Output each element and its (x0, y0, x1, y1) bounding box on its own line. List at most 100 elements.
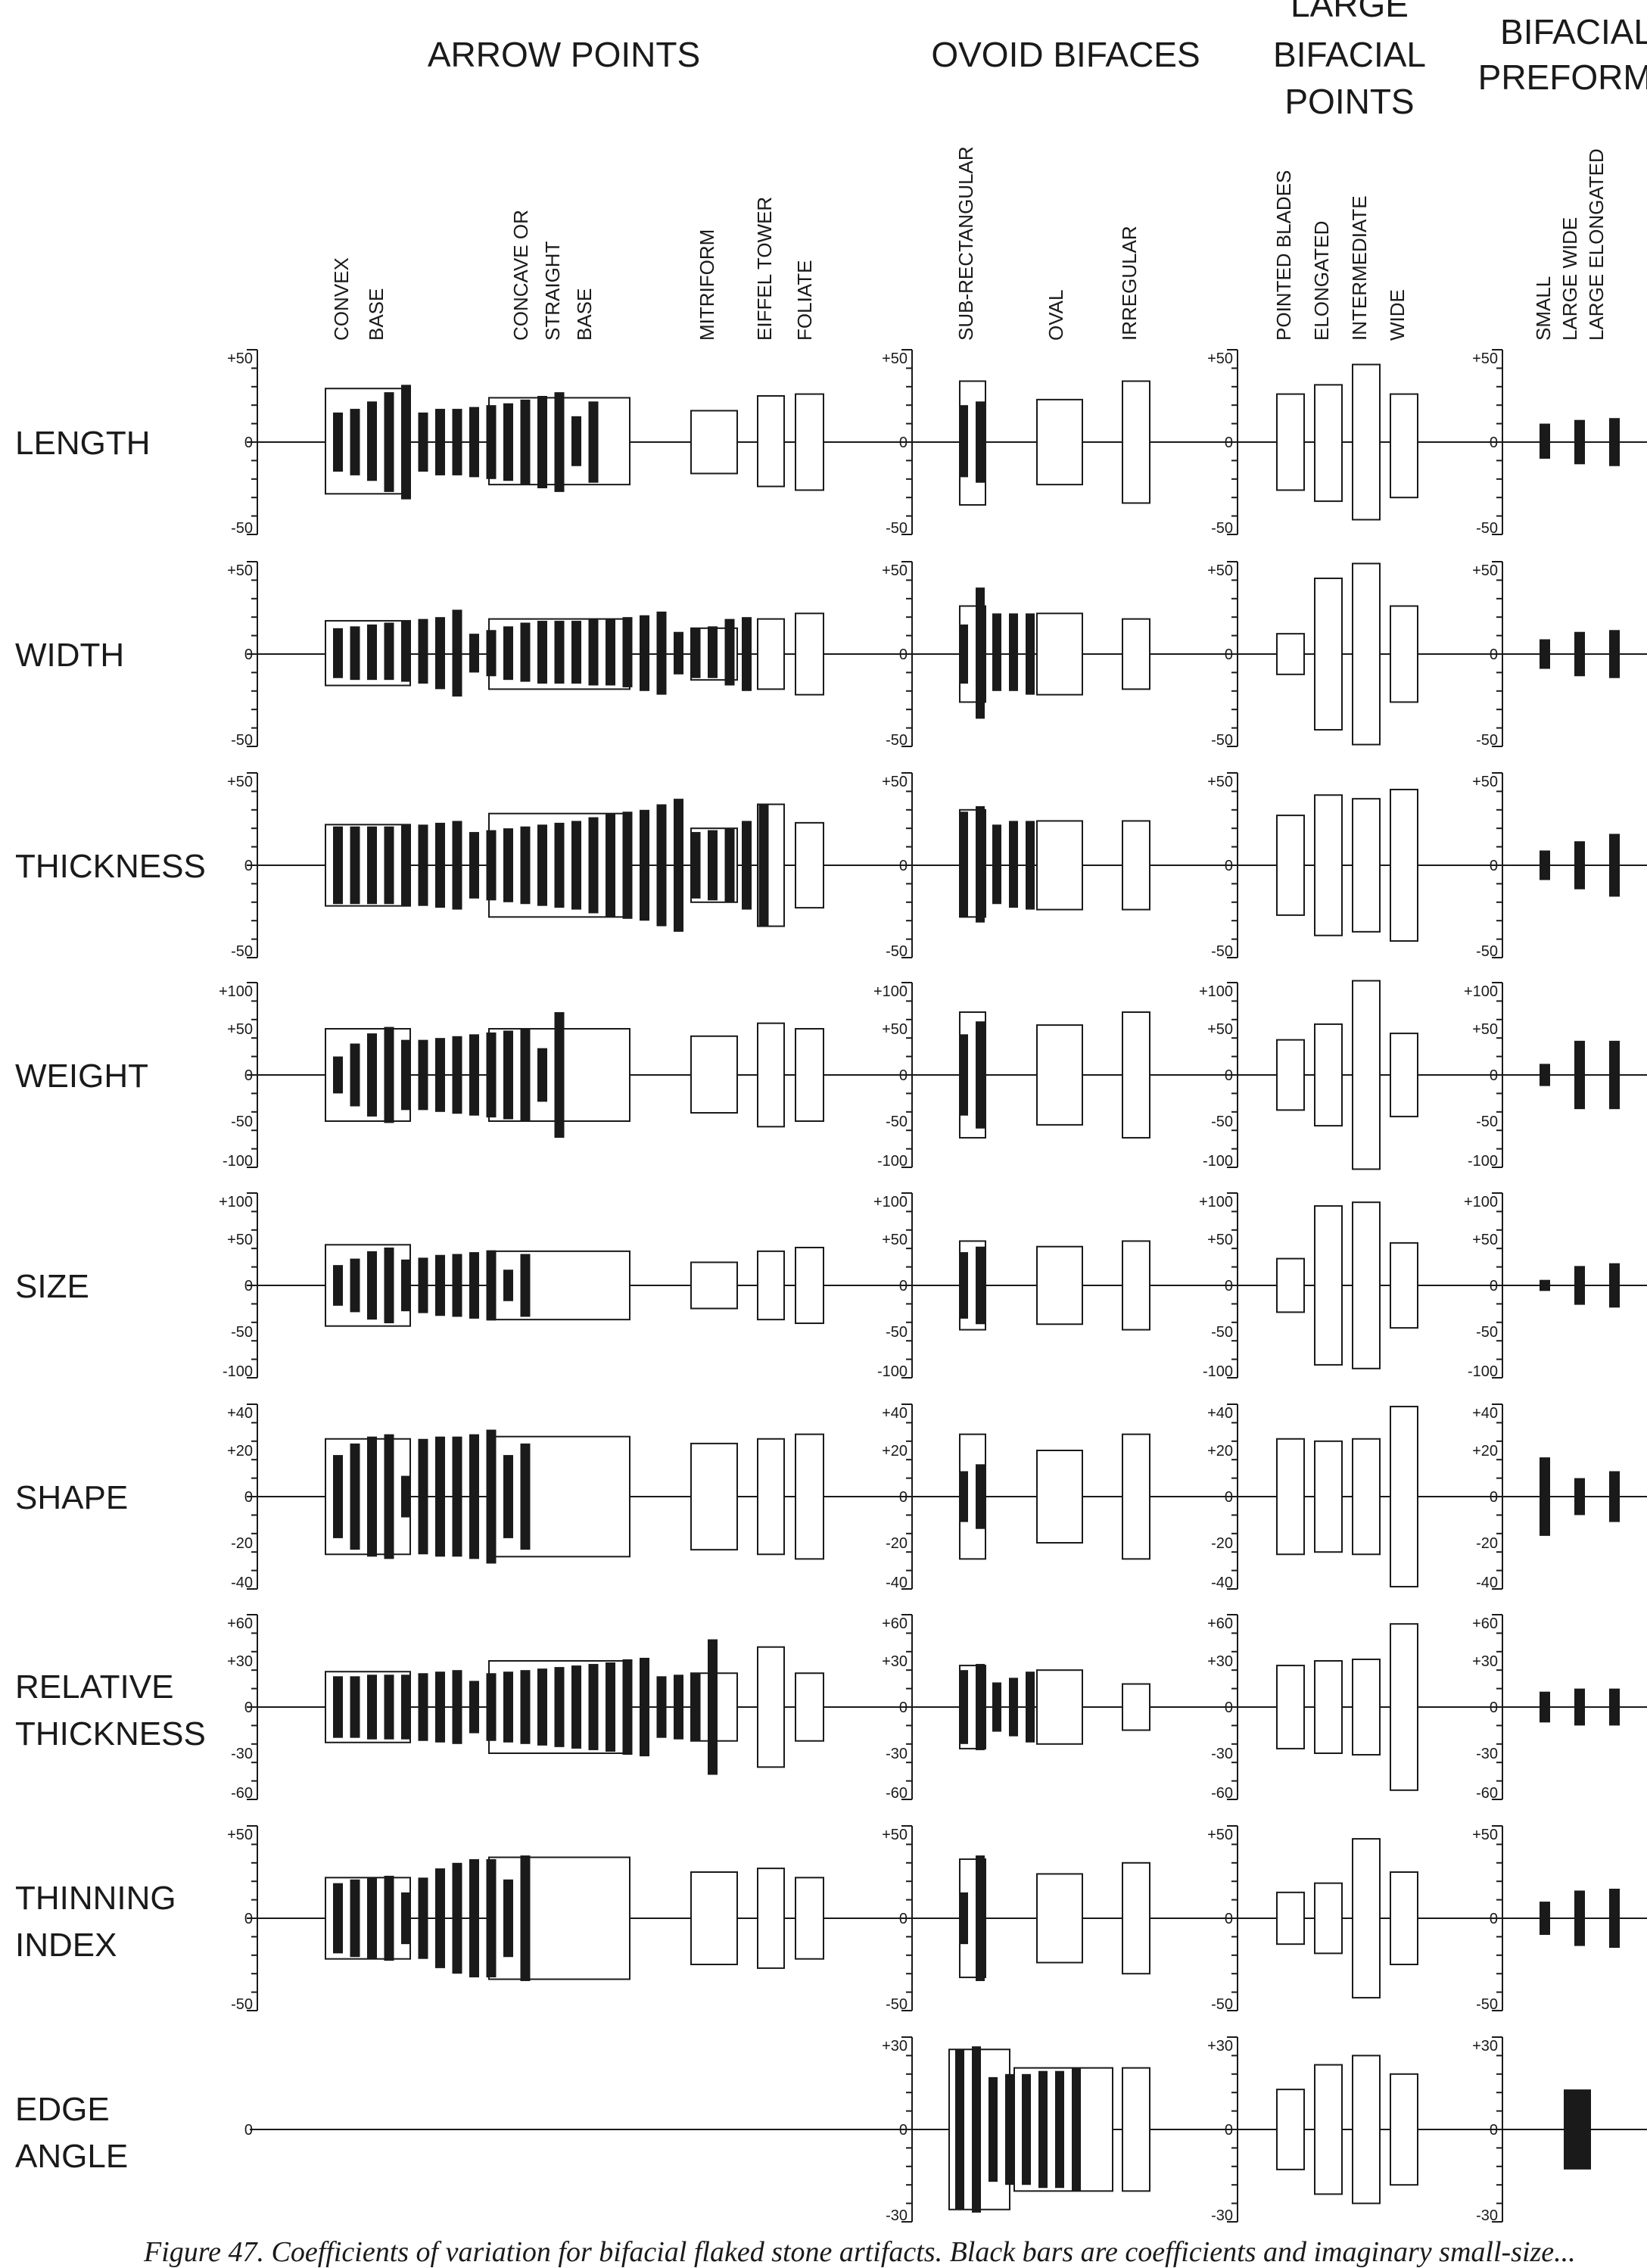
coefficient-bar-arrow (674, 1675, 683, 1740)
coefficient-bar-arrow (674, 799, 683, 932)
coefficient-bar-ovoid (1026, 1671, 1035, 1743)
coefficient-bar-arrow (537, 824, 547, 906)
range-box-arrow-mitriform (690, 1442, 738, 1551)
coefficient-bar-arrow (435, 1436, 445, 1557)
coefficient-bar-arrow (367, 1877, 377, 1959)
coefficient-bar-arrow (418, 1257, 428, 1313)
tick-label: +50 (1207, 774, 1233, 790)
tick-label: 0 (899, 1489, 908, 1506)
tick-label: +30 (882, 2038, 908, 2055)
coefficient-bar-arrow (350, 409, 360, 475)
tick-label: 0 (1225, 1699, 1233, 1716)
tick-label: -40 (886, 1575, 908, 1591)
tick-label: -100 (1203, 1363, 1233, 1380)
coefficient-bar-arrow (520, 826, 531, 905)
coefficient-bar-ovoid (959, 405, 968, 478)
coefficient-bar-arrow (452, 821, 462, 910)
tick-label: 0 (899, 1911, 908, 1927)
range-box-large-wide (1390, 393, 1418, 499)
tick-label: 0 (1225, 646, 1233, 663)
coefficient-bar-arrow (520, 1443, 531, 1550)
coefficient-bar-arrow (384, 1875, 394, 1961)
category-label-large-elongated: LARGE ELONGATED (1585, 148, 1608, 341)
range-box-large-pointed-blades (1276, 815, 1305, 916)
row-label-edge-angle-line-2: ANGLE (15, 2138, 128, 2175)
group-title-ovoid: OVOID BIFACES (931, 35, 1200, 74)
coefficient-bar-ovoid (976, 1246, 985, 1325)
coefficient-bar-preform (1609, 418, 1620, 466)
tick-label: +60 (1472, 1615, 1498, 1632)
tick-label: 0 (1490, 858, 1498, 874)
coefficient-bar-arrow (503, 1879, 513, 1958)
coefficient-bar-preform (1609, 1471, 1620, 1522)
coefficient-bar-preform (1609, 1888, 1620, 1949)
coefficient-bar-arrow (486, 1250, 497, 1321)
axis-arrow: +50 0 -50 (227, 349, 258, 537)
tick-label: -30 (1476, 1746, 1498, 1762)
coefficient-bar-preform (1574, 1890, 1585, 1946)
coefficient-bar-arrow (401, 1892, 411, 1945)
tick-label: 0 (899, 1067, 908, 1084)
coefficient-bar-preform (1574, 1266, 1585, 1305)
tick-label: +100 (1464, 983, 1498, 1000)
coefficient-bar-arrow (606, 618, 615, 686)
coefficient-bar-arrow (418, 824, 428, 906)
tick-label: -50 (231, 1324, 253, 1341)
group-title-large-line-3: POINTS (1284, 82, 1414, 121)
coefficient-bar-preform (1540, 639, 1550, 669)
tick-label: 0 (1225, 1489, 1233, 1506)
row-label-thinning-index-line-2: INDEX (15, 1927, 117, 1964)
coefficient-bar-arrow (554, 1667, 565, 1747)
range-box-large-pointed-blades (1276, 1891, 1305, 1946)
coefficient-bar-arrow (588, 618, 599, 686)
axis-preform: +50 0 -50 (1472, 1825, 1503, 2013)
row-weight: WEIGHT+100+500-50-100+100+500-50-100+100… (15, 980, 1647, 1170)
coefficient-bar-arrow (640, 809, 649, 921)
tick-label: +50 (227, 1827, 253, 1843)
coefficient-bar-arrow (486, 405, 497, 479)
row-label-relative-thickness-line-1: RELATIVE (15, 1668, 173, 1706)
tick-label: 0 (1490, 1067, 1498, 1084)
coefficient-bar-arrow (520, 399, 531, 485)
axis-ovoid: +30 0 -30 (882, 2036, 913, 2224)
coefficient-bar-arrow (588, 1664, 599, 1750)
range-box-large-wide (1390, 1241, 1418, 1329)
range-box-arrow-foliate (795, 612, 824, 696)
coefficient-bar-arrow (350, 1879, 360, 1958)
coefficient-bar-arrow (452, 409, 462, 475)
axis-large: +40 +20 0 -20 -40 (1207, 1403, 1238, 1591)
axis-large: +60 +30 0 -30 -60 (1207, 1614, 1238, 1802)
tick-label: +50 (1207, 1021, 1233, 1038)
coefficient-bar-preform (1574, 631, 1585, 677)
tick-label: +30 (882, 1653, 908, 1670)
axis-arrow: +100 +50 0 -50 -100 (219, 1192, 258, 1380)
coefficient-bar-arrow (588, 817, 599, 914)
coefficient-bar-arrow (350, 1043, 360, 1107)
range-box-ovoid-irregular (1122, 1240, 1150, 1331)
tick-label: -50 (1211, 520, 1233, 537)
tick-label: +20 (227, 1443, 253, 1460)
tick-label: +100 (219, 983, 253, 1000)
coefficient-bar-arrow (724, 828, 735, 902)
axis-preform: +60 +30 0 -30 -60 (1472, 1614, 1503, 1802)
tick-label: 0 (1225, 858, 1233, 874)
tick-label: +100 (873, 983, 908, 1000)
range-box-ovoid-irregular (1122, 1433, 1150, 1560)
axis-ovoid: +50 0 -50 (882, 561, 913, 749)
axis-ovoid: +50 0 -50 (882, 1825, 913, 2013)
category-label-oval: OVAL (1045, 290, 1067, 341)
tick-label: +30 (1207, 2038, 1233, 2055)
tick-label: 0 (1225, 435, 1233, 451)
coefficient-bar-ovoid (959, 1252, 968, 1319)
tick-label: 0 (244, 435, 253, 451)
tick-label: 0 (1225, 2122, 1233, 2139)
coefficient-bar-preform (1540, 1064, 1550, 1086)
tick-label: -50 (1476, 1324, 1498, 1341)
range-box-large-pointed-blades (1276, 1665, 1305, 1749)
tick-label: -100 (223, 1363, 253, 1380)
coefficient-bar-arrow (469, 407, 479, 478)
coefficient-bar-arrow (469, 832, 479, 899)
chart-rows: LENGTH +50 0 -50 +50 0 -50 +50 0 -50 +50 0 -50 WIDTH +… (15, 349, 1647, 2224)
coefficient-bar-arrow (418, 1438, 428, 1555)
tick-label: +50 (1472, 1021, 1498, 1038)
